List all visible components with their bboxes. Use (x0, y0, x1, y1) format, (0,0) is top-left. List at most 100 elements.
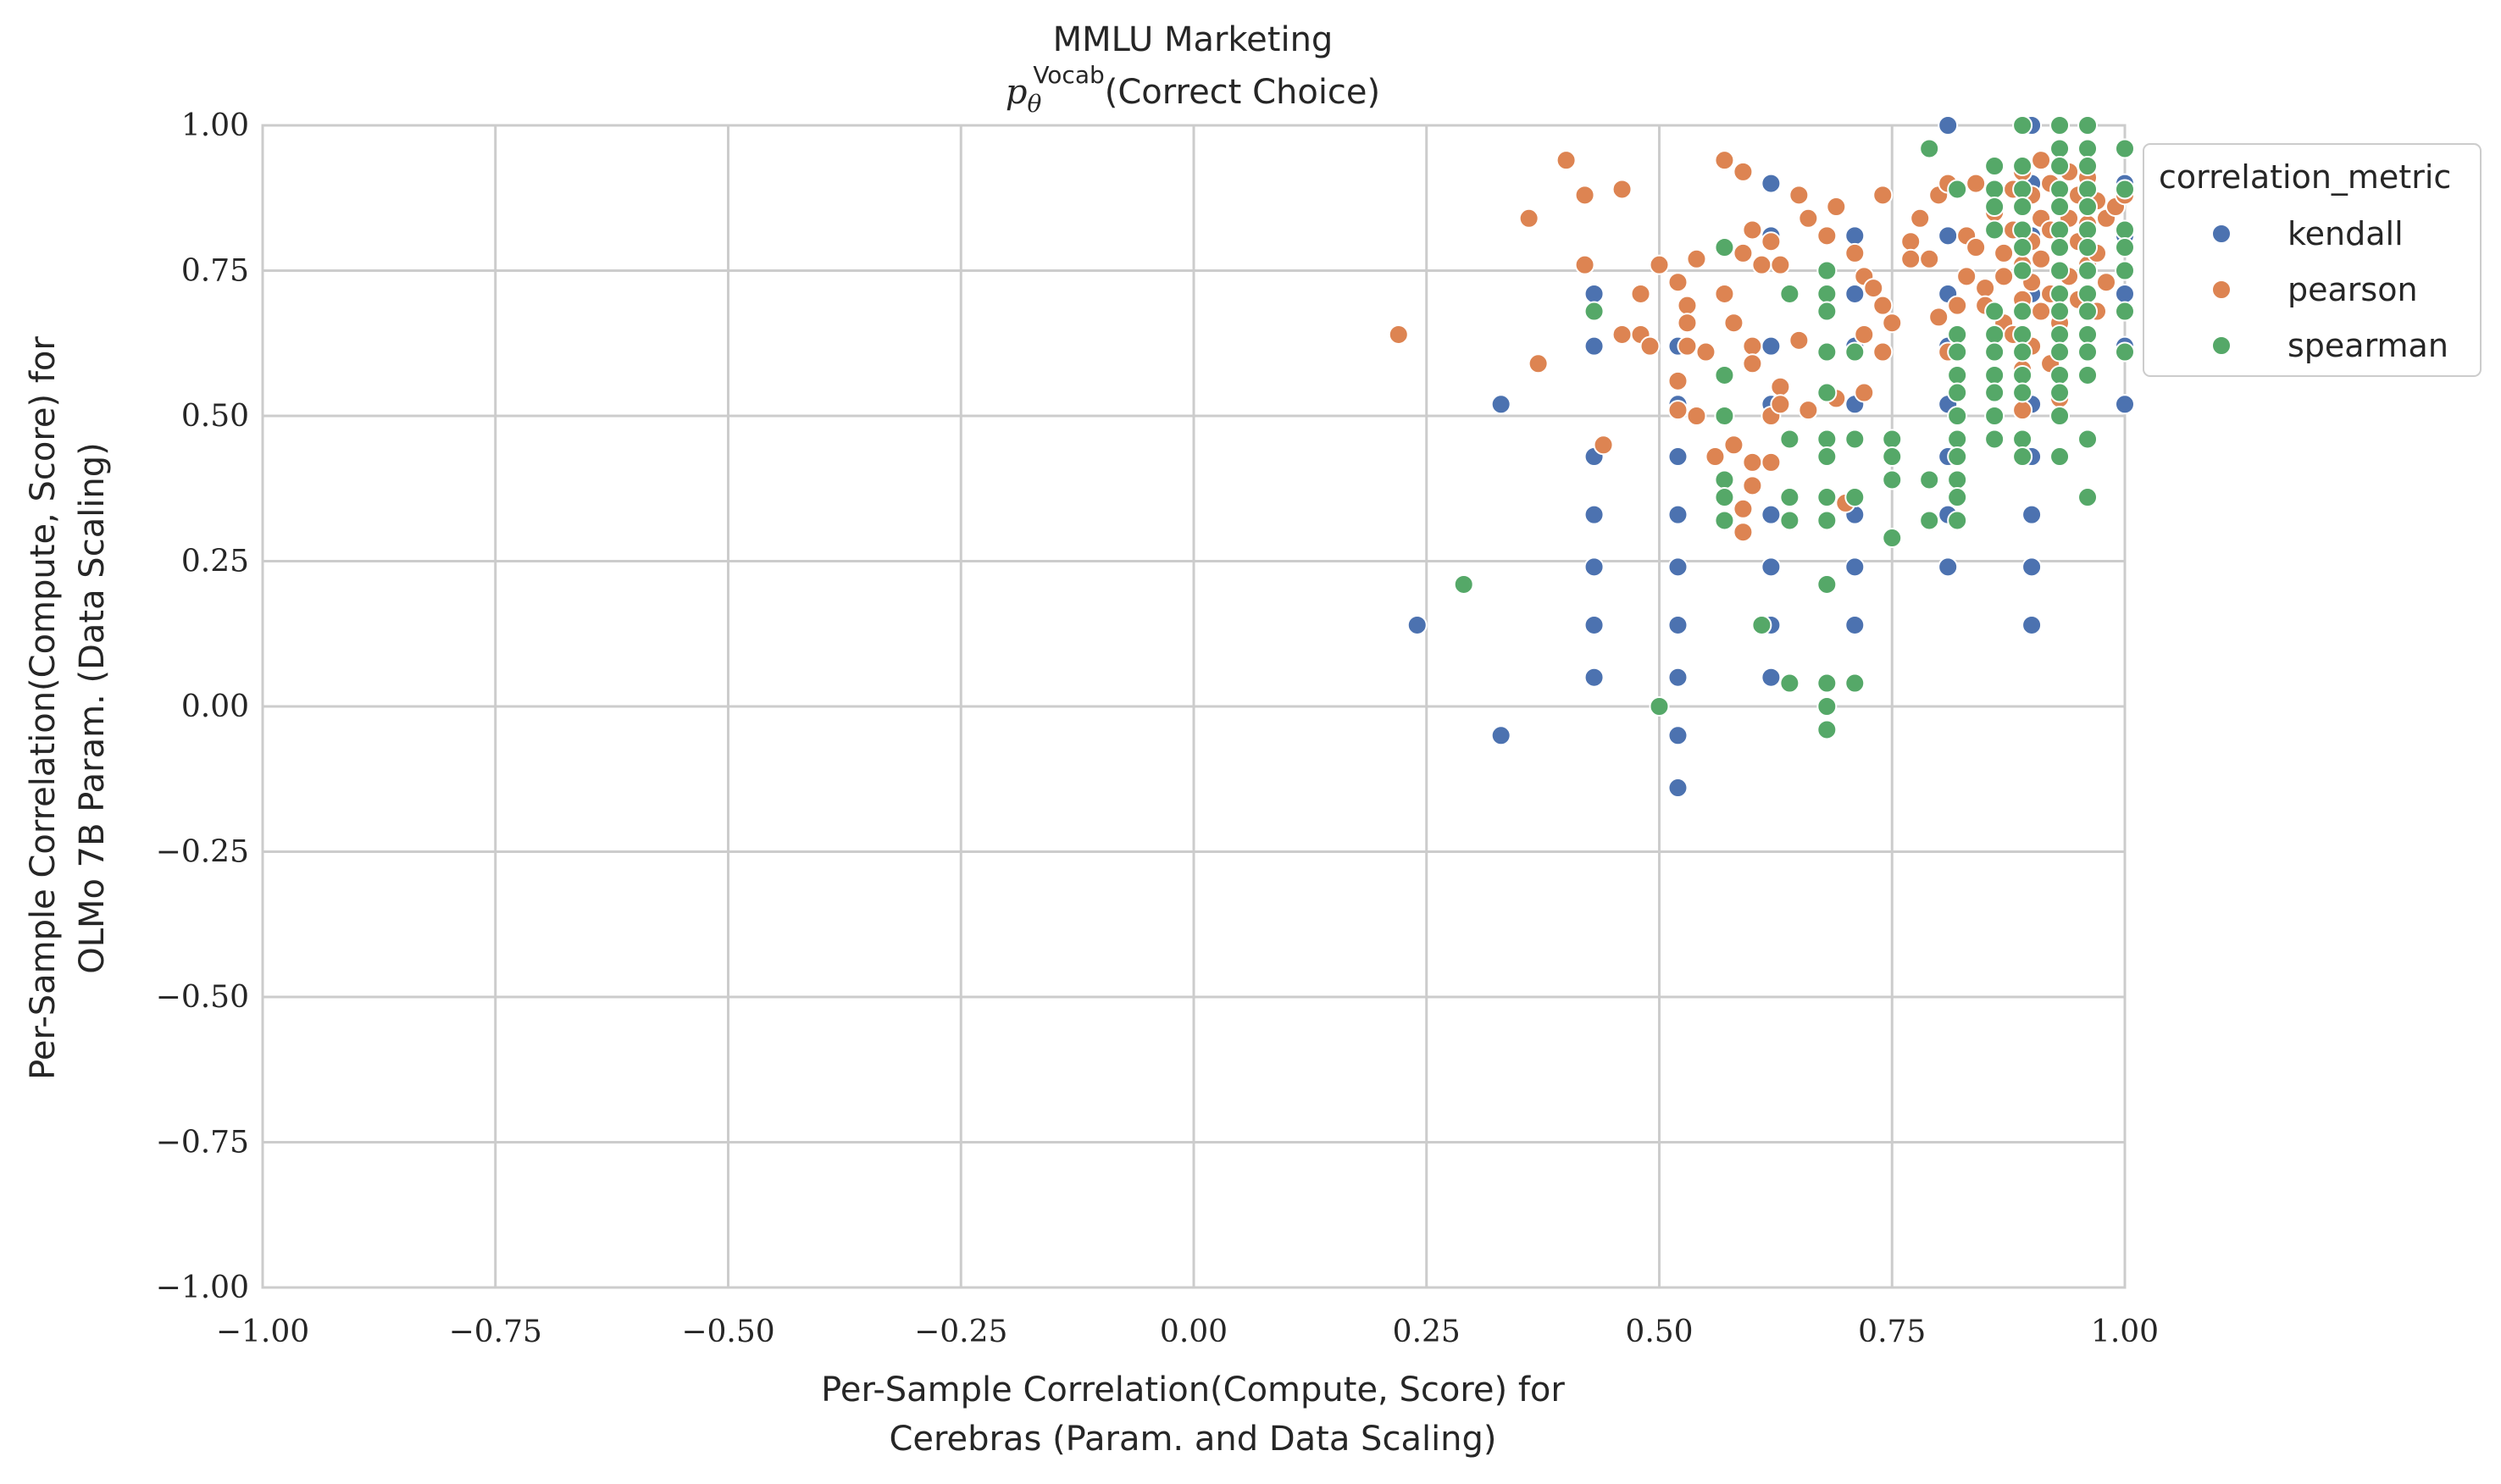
x-tick-label: −1.00 (216, 1315, 309, 1349)
y-tick-label: 1.00 (181, 108, 249, 143)
spearman-point (1714, 406, 1735, 426)
spearman-point (2077, 324, 2099, 345)
spearman-point (1984, 219, 2005, 241)
pearson-point (1639, 335, 1661, 357)
y-tick-label: 0.25 (181, 545, 249, 579)
y-axis-label-line1: Per-Sample Correlation(Compute, Score) f… (24, 336, 63, 1080)
spearman-point (2012, 197, 2033, 218)
title-math-sub: θ (1027, 90, 1041, 118)
spearman-point (2012, 429, 2033, 450)
pearson-point (2031, 301, 2052, 322)
spearman-point (1844, 673, 1866, 694)
spearman-point (2049, 197, 2071, 218)
spearman-point (2012, 301, 2033, 322)
kendall-point (1583, 283, 1605, 304)
spearman-point (1816, 341, 1838, 363)
pearson-point (1854, 382, 1875, 403)
x-tick-label: −0.25 (914, 1315, 1007, 1349)
pearson-point (1723, 313, 1744, 334)
x-tick-label: −0.50 (681, 1315, 774, 1349)
spearman-point (2012, 115, 2033, 136)
spearman-point (1984, 156, 2005, 177)
spearman-point (1649, 696, 1670, 717)
x-tick-label: 1.00 (2091, 1315, 2159, 1349)
spearman-point (2077, 219, 2099, 241)
spearman-point (2077, 156, 2099, 177)
plot-frame (261, 124, 2127, 1289)
pearson-point (1649, 254, 1670, 275)
spearman-point (1714, 510, 1735, 531)
spearman-point (1947, 406, 1968, 426)
spearman-point (2077, 237, 2099, 258)
spearman-point (1947, 382, 1968, 403)
spearman-point (2012, 260, 2033, 281)
kendall-point (2115, 394, 2135, 415)
pearson-point (1844, 242, 1866, 263)
spearman-point (2077, 115, 2099, 136)
spearman-point (1882, 528, 1903, 549)
spearman-point (2049, 406, 2071, 426)
pearson-point (1919, 248, 1940, 269)
pearson-point (1677, 313, 1698, 334)
spearman-point (1984, 364, 2005, 385)
spearman-point (2077, 179, 2099, 200)
spearman-point (2077, 301, 2099, 322)
spearman-point (1779, 487, 1800, 508)
kendall-point (1667, 556, 1689, 578)
pearson-point (1751, 254, 1772, 275)
pearson-point (1630, 283, 1651, 304)
pearson-point (1742, 475, 1763, 496)
spearman-point (1779, 283, 1800, 304)
spearman-point (1714, 237, 1735, 258)
pearson-point (1695, 341, 1716, 363)
spearman-point (1816, 260, 1838, 281)
spearman-point (1714, 364, 1735, 385)
spearman-point (1947, 324, 1968, 345)
pearson-point (1872, 341, 1894, 363)
spearman-point (1984, 197, 2005, 218)
spearman-point (1984, 179, 2005, 200)
pearson-point (1593, 435, 1614, 456)
pearson-point (1816, 225, 1838, 246)
kendall-point (1490, 394, 1511, 415)
spearman-point (1779, 510, 1800, 531)
spearman-point (1882, 469, 1903, 490)
legend-marker-pearson (2211, 280, 2232, 300)
pearson-point (2031, 150, 2052, 171)
pearson-point (2096, 272, 2117, 293)
pearson-point (1742, 451, 1763, 473)
pearson-point (1947, 295, 1968, 316)
spearman-point (2077, 487, 2099, 508)
pearson-point (1742, 353, 1763, 374)
kendall-point (1844, 283, 1866, 304)
pearson-point (1770, 376, 1791, 397)
legend-title: correlation_metric (2159, 158, 2451, 196)
spearman-point (1816, 719, 1838, 740)
pearson-point (1574, 254, 1595, 275)
spearman-point (2077, 138, 2099, 159)
spearman-point (2012, 364, 2033, 385)
spearman-point (2115, 219, 2135, 241)
spearman-point (2115, 138, 2135, 159)
kendall-point (1938, 556, 1959, 578)
kendall-point (2115, 283, 2135, 304)
chart-title-line2: pθVocab(Correct Choice) (1006, 61, 1380, 118)
spearman-point (2115, 301, 2135, 322)
x-tick-label: 0.50 (1625, 1315, 1693, 1349)
series-pearson (1388, 150, 2135, 543)
spearman-point (2012, 219, 2033, 241)
kendall-point (1583, 504, 1605, 525)
legend-label-spearman: spearman (2288, 327, 2448, 364)
kendall-point (1844, 225, 1866, 246)
spearman-point (2049, 179, 2071, 200)
pearson-point (1788, 329, 1810, 351)
pearson-point (1723, 435, 1744, 456)
pearson-point (1733, 242, 1754, 263)
spearman-point (2077, 260, 2099, 281)
pearson-point (1928, 307, 1949, 328)
spearman-point (2049, 301, 2071, 322)
kendall-point (1583, 667, 1605, 688)
spearman-point (2012, 156, 2033, 177)
kendall-point (1583, 556, 1605, 578)
spearman-point (1984, 301, 2005, 322)
